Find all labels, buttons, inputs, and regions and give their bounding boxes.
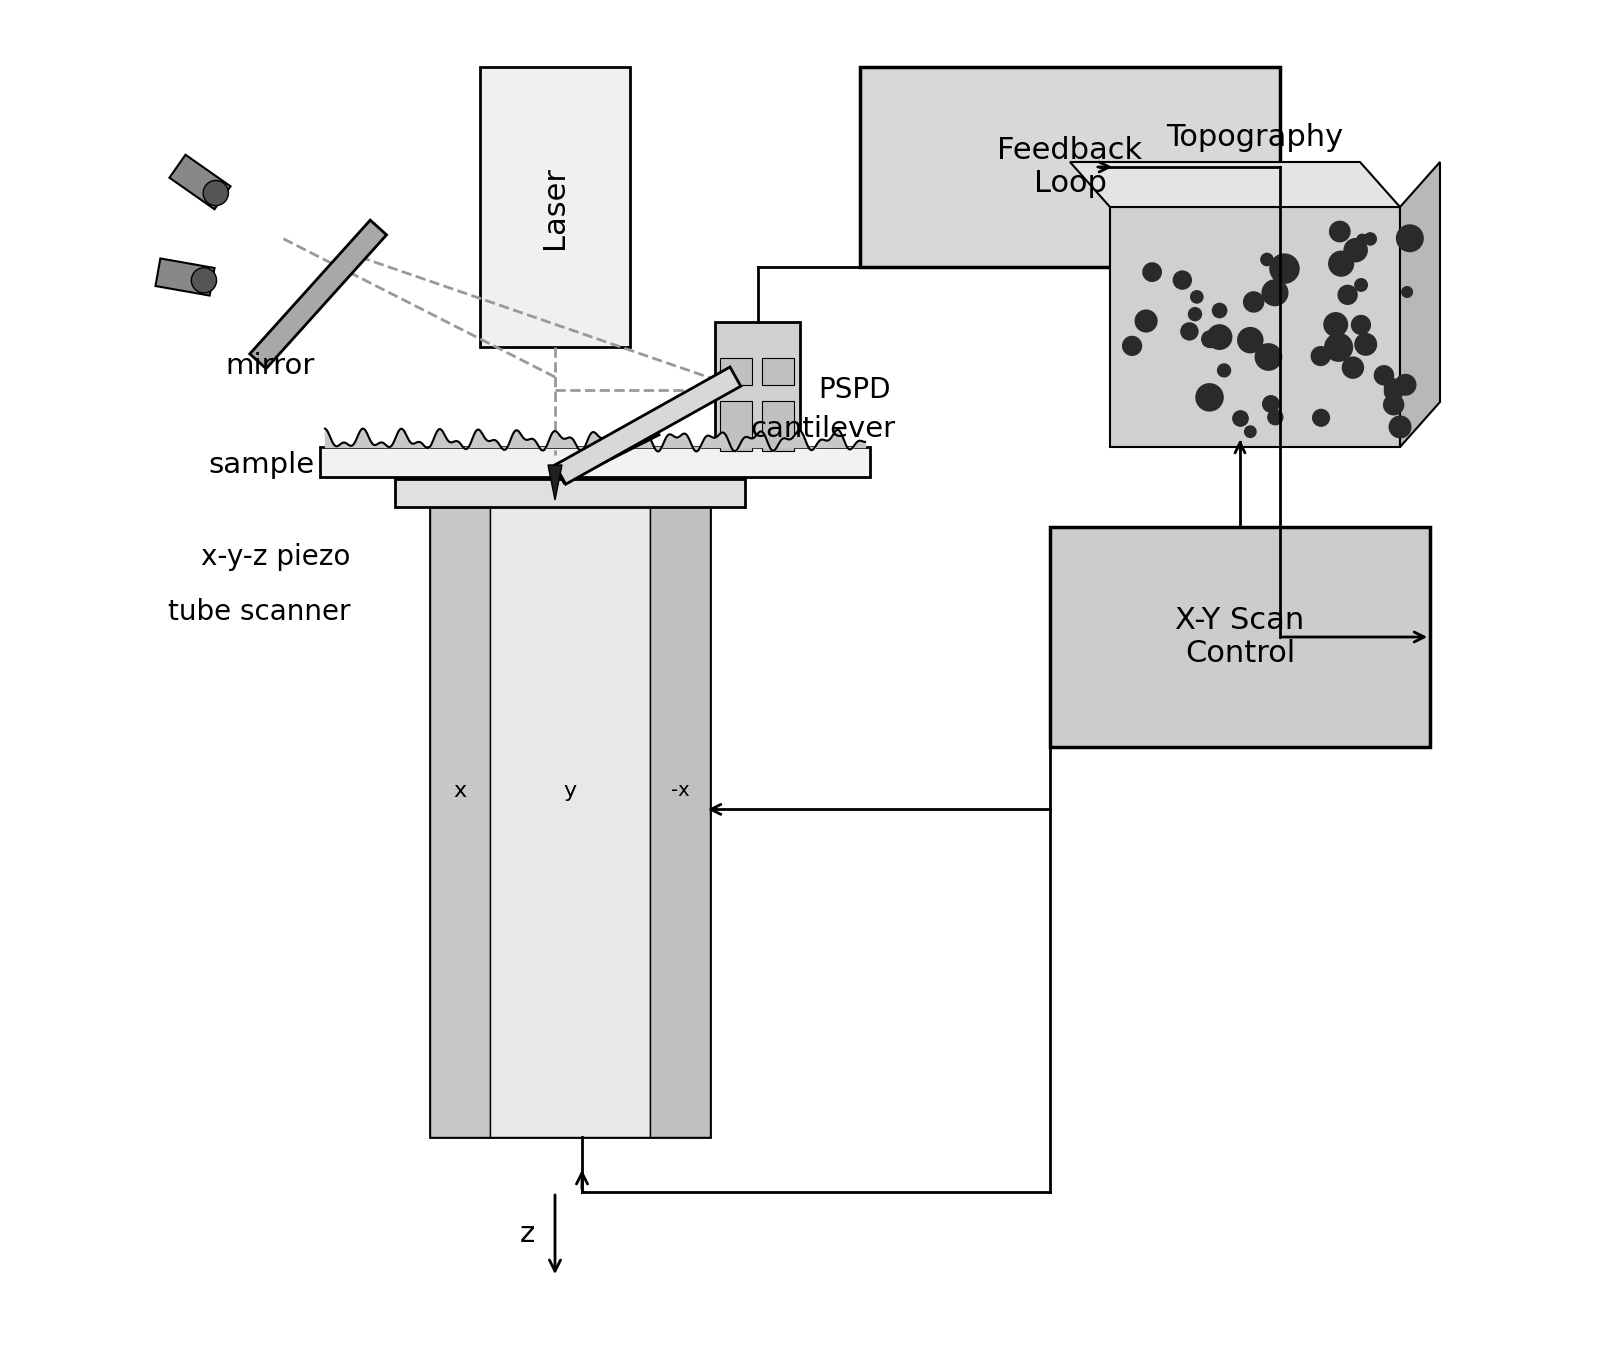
Polygon shape [555, 366, 741, 484]
Bar [430, 507, 711, 1137]
Text: -x: -x [670, 781, 690, 800]
Circle shape [1354, 278, 1368, 293]
Polygon shape [1110, 206, 1400, 447]
Text: mirror: mirror [225, 351, 314, 380]
Circle shape [1312, 409, 1330, 427]
Circle shape [1383, 394, 1405, 416]
Circle shape [1211, 302, 1227, 319]
Text: y: y [563, 781, 576, 801]
Circle shape [1181, 323, 1198, 340]
Circle shape [1323, 312, 1349, 338]
Bar [430, 507, 489, 1137]
Circle shape [1243, 425, 1258, 439]
Circle shape [1351, 314, 1371, 335]
Circle shape [1261, 279, 1288, 306]
Text: Laser: Laser [541, 165, 569, 249]
Circle shape [1344, 238, 1368, 262]
Text: Feedback
Loop: Feedback Loop [998, 135, 1142, 198]
Circle shape [1173, 271, 1192, 290]
Polygon shape [250, 220, 387, 369]
Circle shape [1338, 284, 1359, 305]
Text: x: x [454, 781, 467, 801]
Circle shape [1262, 395, 1280, 413]
Circle shape [1373, 365, 1394, 385]
Circle shape [1267, 409, 1283, 425]
Circle shape [1269, 253, 1299, 284]
Polygon shape [1400, 163, 1440, 447]
Circle shape [1261, 253, 1274, 267]
Circle shape [1232, 410, 1250, 427]
Bar [762, 401, 794, 451]
Circle shape [204, 180, 228, 205]
Circle shape [1190, 290, 1203, 303]
Circle shape [1121, 336, 1142, 355]
Circle shape [1330, 220, 1351, 242]
Circle shape [1195, 383, 1224, 411]
Bar [720, 401, 752, 451]
Circle shape [1142, 262, 1161, 282]
Circle shape [1206, 324, 1232, 350]
Circle shape [1389, 416, 1412, 439]
Text: cantilever: cantilever [751, 416, 895, 443]
Circle shape [1394, 373, 1416, 396]
Bar [321, 447, 869, 477]
Bar [480, 67, 630, 347]
Text: X-Y Scan
Control: X-Y Scan Control [1176, 606, 1304, 668]
Circle shape [1328, 250, 1354, 276]
Bar [860, 67, 1280, 267]
Polygon shape [1070, 163, 1400, 206]
Polygon shape [549, 465, 561, 500]
Text: sample: sample [209, 451, 314, 478]
Text: PSPD: PSPD [818, 376, 890, 403]
Bar [395, 478, 744, 507]
Text: x-y-z piezo: x-y-z piezo [200, 543, 350, 571]
Circle shape [1400, 286, 1413, 298]
Circle shape [1201, 331, 1219, 349]
Circle shape [1384, 381, 1404, 402]
Bar [720, 358, 752, 385]
Bar [489, 507, 650, 1137]
Text: tube scanner: tube scanner [167, 597, 350, 626]
Circle shape [1310, 346, 1331, 366]
Circle shape [1134, 309, 1158, 332]
Polygon shape [170, 154, 231, 209]
Circle shape [1351, 250, 1363, 262]
Circle shape [1354, 332, 1378, 355]
Circle shape [1363, 232, 1376, 246]
Circle shape [1189, 308, 1201, 321]
Circle shape [1395, 224, 1424, 253]
Bar [762, 358, 794, 385]
Circle shape [1237, 327, 1264, 354]
Circle shape [1384, 379, 1404, 398]
Circle shape [1323, 332, 1354, 362]
Circle shape [1254, 343, 1282, 370]
Circle shape [1341, 357, 1363, 379]
Circle shape [1243, 291, 1264, 313]
Polygon shape [156, 258, 215, 295]
Text: Topography: Topography [1166, 123, 1344, 152]
Bar [650, 507, 711, 1137]
Polygon shape [555, 417, 659, 483]
Circle shape [191, 268, 217, 293]
Circle shape [1217, 364, 1232, 377]
Circle shape [1357, 234, 1368, 246]
Bar [715, 323, 800, 457]
Bar [1051, 528, 1431, 746]
Text: z: z [520, 1219, 534, 1248]
